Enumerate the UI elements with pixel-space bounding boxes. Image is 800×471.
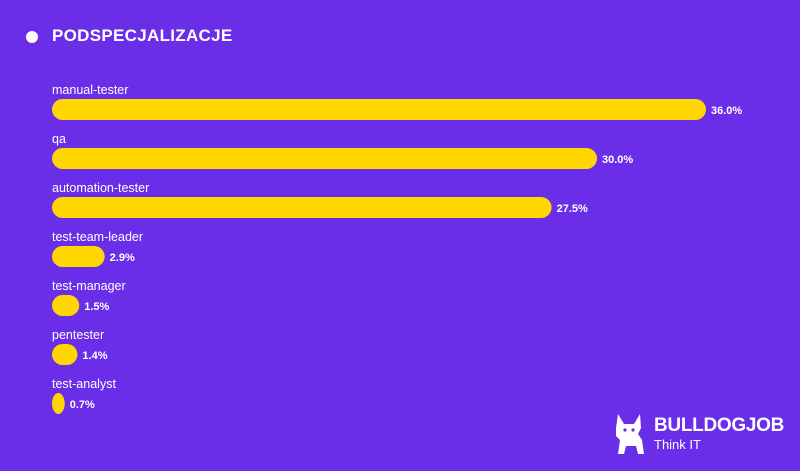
title-bullet [26,31,38,43]
category-label: test-analyst [52,377,116,391]
category-label: pentester [52,328,104,342]
category-label: automation-tester [52,181,149,195]
bar-test-analyst [52,393,65,414]
category-label: qa [52,132,66,146]
bar-automation-tester [52,197,552,218]
value-label: 1.5% [84,301,109,313]
category-label: test-manager [52,279,126,293]
value-label: 36.0% [711,105,742,117]
logo-name: BULLDOGJOB [654,415,785,436]
bar-manual-tester [52,99,706,120]
value-label: 0.7% [70,399,95,411]
bar-qa [52,148,597,169]
logo-tagline: Think IT [654,437,701,452]
category-label: test-team-leader [52,230,143,244]
value-label: 27.5% [557,203,588,215]
bar-test-manager [52,295,80,316]
value-label: 1.4% [82,350,107,362]
value-label: 30.0% [602,154,633,166]
bar-test-team-leader [52,246,105,267]
bulldogjob-logo: BULLDOGJOB Think IT [612,410,792,460]
bar-pentester [52,344,78,365]
category-label: manual-tester [52,83,128,97]
chart-title: PODSPECJALIZACJE [52,26,233,45]
bulldog-icon [616,414,644,454]
value-label: 2.9% [110,252,135,264]
